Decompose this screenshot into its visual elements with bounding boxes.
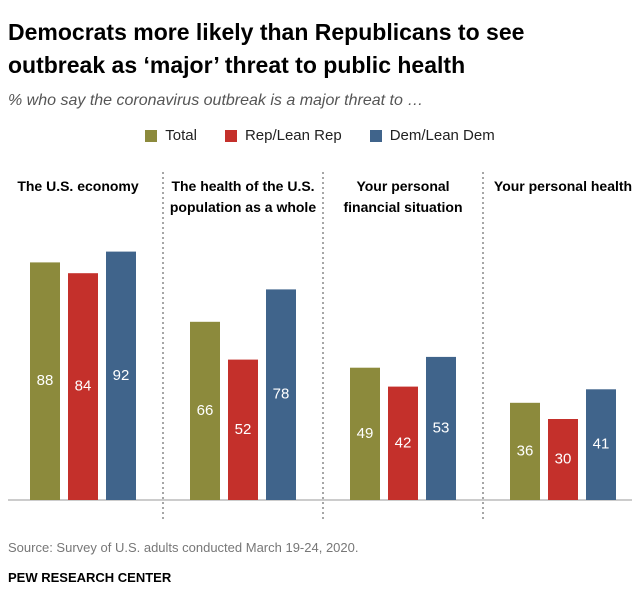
data-label: 66 — [197, 402, 214, 419]
data-label: 78 — [273, 386, 290, 403]
panel-title: Your personal financial situation — [343, 178, 463, 215]
data-label: 53 — [433, 419, 450, 436]
data-label: 42 — [395, 434, 412, 451]
bar — [68, 273, 98, 500]
chart-title: Democrats more likely than Republicans t… — [8, 19, 525, 78]
legend-item: Rep/Lean Rep — [224, 127, 342, 144]
bar — [586, 389, 616, 500]
data-label: 36 — [517, 442, 534, 459]
legend-label: Rep/Lean Rep — [244, 127, 342, 144]
bar — [388, 386, 418, 500]
data-label: 92 — [113, 367, 130, 384]
legend-item: Dem/Lean Dem — [369, 127, 495, 144]
legend-label: Dem/Lean Dem — [389, 127, 495, 144]
bar — [350, 367, 380, 500]
source-note: Source: Survey of U.S. adults conducted … — [8, 540, 359, 555]
credit: PEW RESEARCH CENTER — [8, 570, 172, 585]
legend-label: Total — [165, 127, 197, 144]
bar — [426, 356, 456, 500]
panel-title: Your personal health — [493, 178, 633, 194]
bar — [266, 289, 296, 500]
legend: Total Rep/Lean Rep Dem/Lean Dem — [0, 127, 640, 144]
legend-swatch — [369, 129, 382, 142]
chart-subtitle: % who say the coronavirus outbreak is a … — [8, 92, 424, 109]
legend-item: Total — [145, 127, 197, 144]
data-label: 30 — [555, 450, 572, 467]
bar — [510, 402, 540, 500]
legend-swatch — [145, 129, 158, 142]
data-label: 41 — [593, 436, 610, 453]
bar — [30, 262, 60, 500]
bar — [106, 251, 136, 500]
panel-title: The health of the U.S. population as a w… — [169, 178, 317, 215]
data-label: 52 — [235, 421, 252, 438]
panel-title: The U.S. economy — [17, 178, 139, 194]
data-label: 84 — [75, 378, 92, 395]
data-label: 49 — [357, 425, 374, 442]
bar — [228, 359, 258, 500]
bar — [548, 419, 578, 500]
data-label: 88 — [37, 372, 54, 389]
legend-swatch — [224, 129, 237, 142]
bar — [190, 321, 220, 500]
